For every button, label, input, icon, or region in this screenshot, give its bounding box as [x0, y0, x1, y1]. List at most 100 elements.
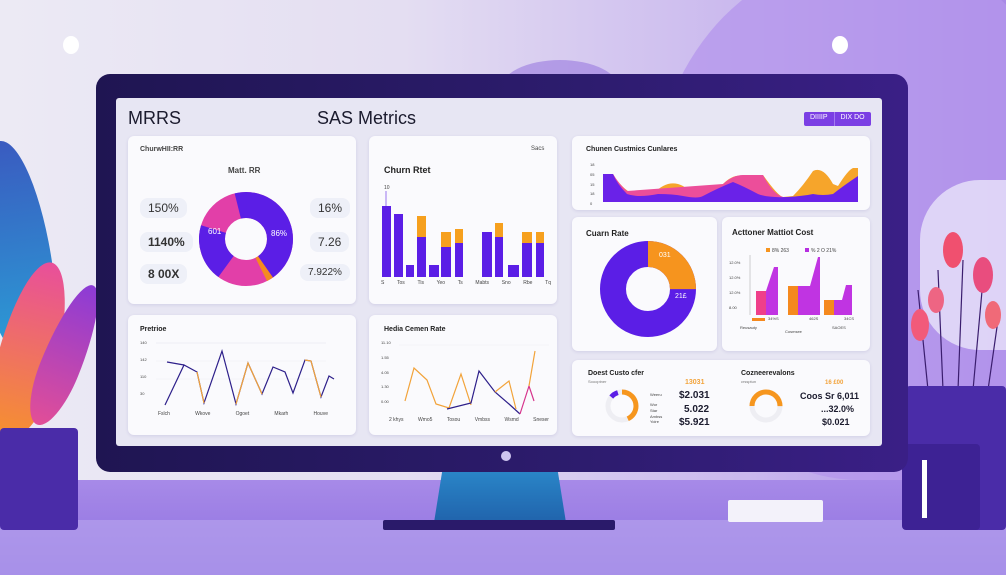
page-title: SAS Metrics	[317, 108, 417, 128]
x-label: Tq	[545, 280, 551, 286]
x-label: Mkarh	[274, 411, 289, 417]
y-tick: 1.55	[381, 354, 389, 360]
chart-title: Cuarn Rate	[586, 229, 629, 238]
y-tick: 0	[590, 201, 593, 206]
legend-swatch-icon	[805, 248, 809, 252]
header-button-1[interactable]: DIIIIP	[804, 112, 835, 126]
y-tick: 142	[140, 357, 147, 362]
header-button-group: DIIIIP DIX DO	[804, 112, 871, 126]
legend-bar	[752, 318, 765, 321]
x-axis-labels: S Tos Tis Yeo Ts Mabts Sno Rbe Tq	[381, 280, 551, 286]
stat-pill: 150%	[140, 198, 187, 218]
y-axis-ticks: 18 05 15 18 0	[590, 162, 594, 206]
metric-label: Yoire	[650, 419, 659, 424]
y-tick: 10	[384, 185, 390, 191]
doest-custo-gauge	[605, 389, 639, 423]
stat-pill: 16%	[310, 198, 351, 218]
y-axis-ticks: 11.10 1.55 4.05 1.30 0.00	[381, 340, 391, 404]
plant-pot	[0, 428, 78, 530]
decor-dot	[63, 36, 79, 54]
metric-value: ...32.0%	[821, 404, 855, 414]
conversions-title: Cozneerevalons	[741, 370, 795, 377]
y-tick: 12.0%	[729, 290, 741, 295]
y-tick: 140	[140, 340, 147, 345]
plant-right	[908, 230, 1003, 391]
y-tick: 18	[590, 162, 595, 167]
card-mrr: ChurwHII:RR Matt. RR 150% 1140% 8 00X 16…	[128, 136, 356, 304]
legend-label: % 2 O 21%	[811, 248, 837, 254]
stat-pill: 7.26	[310, 232, 350, 252]
y-tick: 1.30	[381, 384, 389, 390]
y-axis-ticks: 140 142 110 30	[140, 340, 147, 396]
chart-title: Chunen Custmics Cunlares	[586, 146, 678, 153]
card-hedia-rate: Hedia Cemen Rate 11.10 1.55 4.05 1.30 0.…	[369, 315, 557, 435]
card-label: ChurwHII:RR	[140, 146, 184, 153]
doest-custo-title: Doest Custo cfer	[588, 370, 645, 377]
x-label: Rbe	[523, 280, 533, 286]
card-corner-label: Sacs	[531, 146, 545, 152]
highlight-value: 16 £00	[825, 380, 844, 386]
footer-label: SAOES	[832, 325, 846, 330]
chart-title: Pretrioe	[140, 326, 167, 333]
desk-notepad	[728, 500, 823, 522]
chart-title: Acttoner Mattiot Cost	[732, 228, 814, 237]
x-label: Tis	[417, 280, 424, 286]
monitor-base	[383, 520, 615, 530]
highlight-value: 13031	[685, 379, 705, 386]
metric-value: $2.031	[679, 390, 710, 401]
x-axis-labels: Fslch Wkove Ogoet Mkarh Houve	[158, 411, 328, 417]
slice-label: 86%	[271, 229, 288, 238]
x-axis-labels: 2 khys Wmo5 Tosou Vmbss Wsmd Sneser	[389, 417, 549, 423]
x-label: Ogoet	[235, 411, 250, 417]
slice-label: 031	[659, 252, 671, 259]
conversions-subtitle: crssptun	[741, 379, 757, 384]
metric-value: 5.022	[684, 404, 710, 415]
stat-pill: 7.922%	[300, 264, 350, 281]
x-label: Sno	[501, 280, 511, 286]
group-label: 34CS	[844, 316, 855, 321]
x-label: Tosou	[446, 417, 461, 423]
group-label: 34%S	[768, 316, 779, 321]
x-label: Tos	[397, 280, 405, 286]
x-label: Fslch	[158, 411, 170, 417]
slice-label: 601	[208, 227, 222, 236]
chart-title: Matt. RR	[228, 166, 261, 175]
y-tick: 30	[140, 391, 145, 396]
metric-label: Wor	[650, 402, 658, 407]
y-tick: 05	[590, 171, 595, 177]
x-label: Wmo5	[417, 417, 433, 423]
x-label: Ts	[457, 280, 463, 286]
chart-title: Churn Rtet	[384, 165, 431, 175]
stat-pill: 1140%	[140, 232, 193, 252]
metric-label: Star	[650, 408, 658, 413]
y-tick: 12.0%	[729, 275, 741, 280]
legend-label: 8% 263	[772, 248, 789, 254]
y-tick: 12.0%	[729, 260, 741, 265]
y-axis-ticks: 12.0% 12.0% 12.0% 8.00	[729, 260, 740, 310]
x-label: Yeo	[436, 280, 446, 286]
y-tick: 18	[590, 191, 595, 197]
churn-bar-chart	[382, 191, 544, 277]
y-tick: 4.05	[381, 369, 389, 375]
metric-value: Coos Sr 6,011	[800, 391, 860, 401]
mug	[902, 444, 980, 530]
header-button-2[interactable]: DIX DO	[840, 114, 865, 121]
x-label: Wsmd	[504, 417, 519, 423]
pretrioe-line-chart	[156, 342, 335, 407]
y-tick: 110	[140, 374, 147, 379]
card-churn-bars: Sacs Churn Rtet 10 S Tos Tis Yeo Ts Mabt…	[369, 136, 557, 304]
slice-label: 21£	[675, 293, 687, 300]
churn-donut-chart	[600, 241, 696, 337]
x-label: Sneser	[533, 417, 549, 423]
y-tick: 8.00	[729, 305, 737, 310]
y-tick: 11.10	[381, 340, 391, 345]
mrr-donut-chart	[199, 192, 293, 286]
conversions-gauge	[749, 389, 783, 423]
footer-label: Reusauty	[740, 325, 757, 330]
monitor-power-dot	[501, 451, 511, 461]
decor-dot	[832, 36, 848, 54]
metric-label: Ambss	[650, 414, 663, 419]
y-tick: 15	[590, 181, 595, 187]
card-custo-conversions: Doest Custo cfer Soooptner Weeru Wor Sta…	[572, 360, 870, 436]
chart-title: Hedia Cemen Rate	[384, 326, 446, 333]
